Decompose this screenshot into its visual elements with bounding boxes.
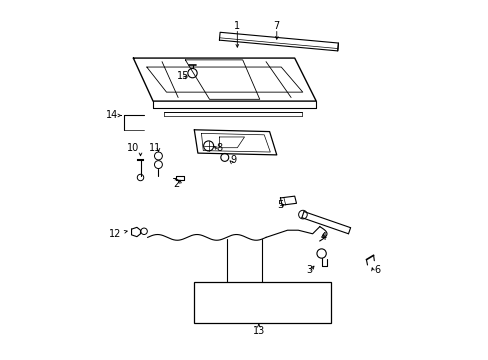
Text: 7: 7 (273, 21, 279, 31)
Text: 15: 15 (177, 71, 189, 81)
Text: 5: 5 (277, 200, 283, 210)
Text: 13: 13 (252, 326, 264, 336)
Bar (194, 282, 330, 323)
Text: 8: 8 (216, 143, 222, 153)
Text: 3: 3 (305, 265, 311, 275)
Text: 6: 6 (373, 265, 380, 275)
Text: 1: 1 (234, 21, 240, 31)
Text: 2: 2 (173, 179, 179, 189)
Text: 14: 14 (105, 111, 118, 121)
Text: 10: 10 (127, 143, 139, 153)
Text: 11: 11 (148, 143, 161, 153)
Text: 12: 12 (109, 229, 122, 239)
Text: 9: 9 (230, 155, 236, 165)
Text: 4: 4 (320, 232, 326, 242)
